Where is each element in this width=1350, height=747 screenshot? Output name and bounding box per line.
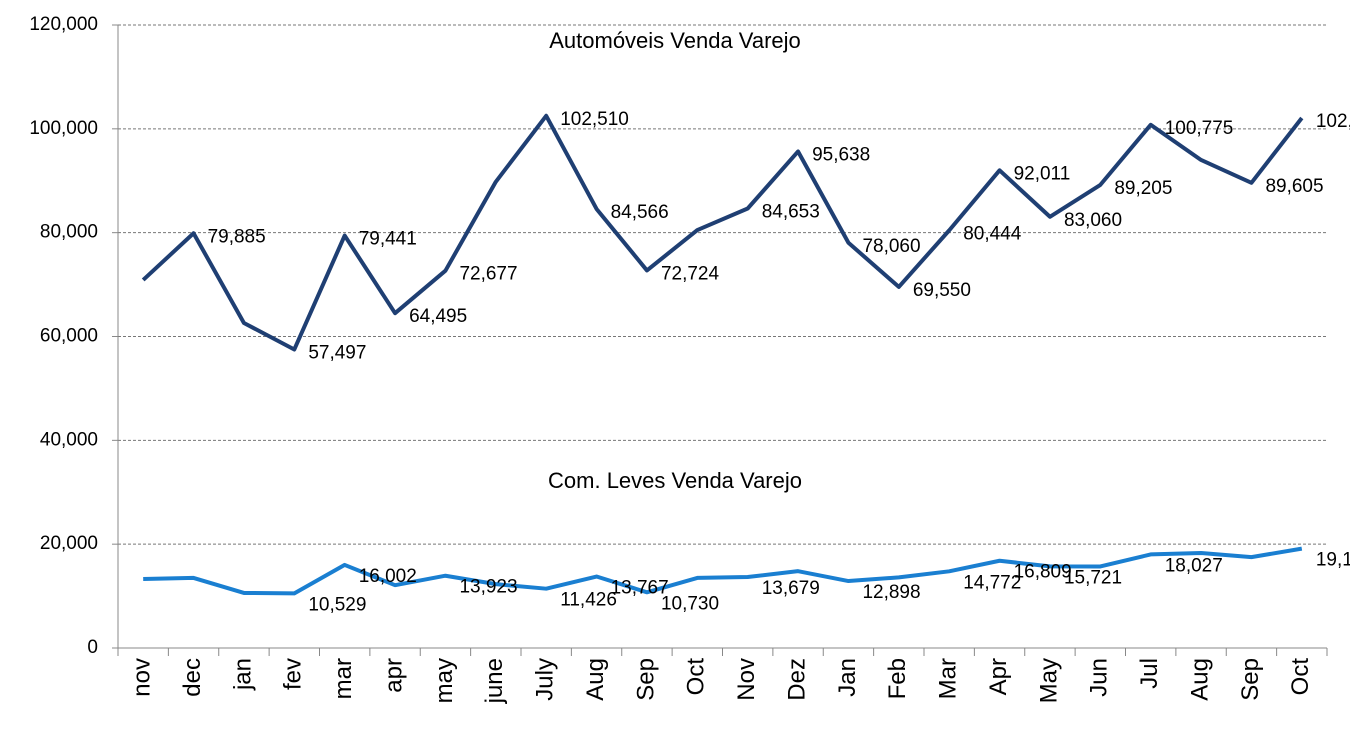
- x-tick-label: jan: [229, 658, 256, 691]
- x-tick-label: mar: [330, 658, 357, 699]
- y-tick-label: 120,000: [29, 14, 98, 35]
- x-tick-label: Oct: [683, 658, 710, 696]
- data-label: 19,143: [1316, 550, 1350, 571]
- x-tick-label: may: [431, 658, 458, 703]
- y-tick-label: 0: [87, 637, 98, 658]
- data-label: 16,002: [359, 566, 417, 587]
- data-label: 13,679: [762, 578, 820, 599]
- x-tick-label: Sep: [632, 658, 659, 701]
- data-label: 84,566: [611, 202, 669, 223]
- x-tick-label: Apr: [985, 658, 1012, 695]
- x-tick-label: Oct: [1287, 658, 1314, 696]
- x-tick-label: Jan: [834, 658, 861, 697]
- data-label: 16,809: [1014, 562, 1072, 583]
- data-label: 95,638: [812, 144, 870, 165]
- x-tick-label: Dez: [783, 658, 810, 701]
- x-tick-label: june: [481, 658, 508, 704]
- y-tick-label: 40,000: [40, 429, 98, 450]
- x-tick-label: Aug: [582, 658, 609, 701]
- data-label: 92,011: [1014, 163, 1071, 184]
- data-label: 10,529: [308, 594, 366, 615]
- y-tick-label: 80,000: [40, 222, 98, 243]
- series-line: [143, 546, 1303, 596]
- data-label: 64,495: [409, 306, 467, 327]
- series-line: [141, 113, 1304, 352]
- data-label: 13,767: [611, 578, 669, 599]
- data-label: 78,060: [862, 236, 920, 257]
- data-label: 69,550: [913, 280, 971, 301]
- data-label: 72,677: [459, 264, 517, 285]
- data-label: 13,923: [459, 577, 517, 598]
- data-label: 12,898: [862, 582, 920, 603]
- y-tick-label: 60,000: [40, 326, 98, 347]
- data-label: 84,653: [762, 202, 820, 223]
- data-label: 89,205: [1114, 178, 1172, 199]
- data-label: 89,605: [1265, 176, 1323, 197]
- data-label: 102,510: [560, 109, 629, 130]
- x-tick-label: Sep: [1237, 658, 1264, 701]
- data-label: 79,885: [208, 226, 266, 247]
- data-label: 10,730: [661, 593, 719, 614]
- data-label: 102,090: [1316, 111, 1350, 132]
- series-name: Com. Leves Venda Varejo: [548, 468, 802, 493]
- x-tick-label: May: [1035, 658, 1062, 703]
- x-tick-label: Feb: [884, 658, 911, 699]
- x-tick-label: July: [532, 658, 559, 701]
- data-label: 100,775: [1165, 118, 1234, 139]
- x-tick-label: Aug: [1186, 658, 1213, 701]
- y-tick-label: 100,000: [29, 118, 98, 139]
- data-label: 79,441: [359, 229, 417, 250]
- x-tick-label: fev: [280, 658, 307, 690]
- data-label: 18,027: [1165, 555, 1223, 576]
- data-label: 72,724: [661, 263, 720, 284]
- x-tick-label: Nov: [733, 658, 760, 701]
- data-label: 15,721: [1064, 567, 1122, 588]
- x-tick-label: nov: [129, 658, 156, 697]
- data-label: 57,497: [308, 343, 366, 364]
- x-tick-label: apr: [380, 658, 407, 693]
- data-label: 11,426: [560, 590, 617, 611]
- data-label: 83,060: [1064, 210, 1122, 231]
- x-tick-label: Jun: [1086, 658, 1113, 697]
- y-tick-label: 20,000: [40, 533, 98, 554]
- x-tick-label: Mar: [935, 658, 962, 699]
- data-label: 80,444: [963, 223, 1022, 244]
- x-tick-label: Jul: [1136, 658, 1163, 689]
- x-tick-label: dec: [179, 658, 206, 697]
- data-label: 14,772: [963, 572, 1021, 593]
- series-name: Automóveis Venda Varejo: [549, 28, 801, 53]
